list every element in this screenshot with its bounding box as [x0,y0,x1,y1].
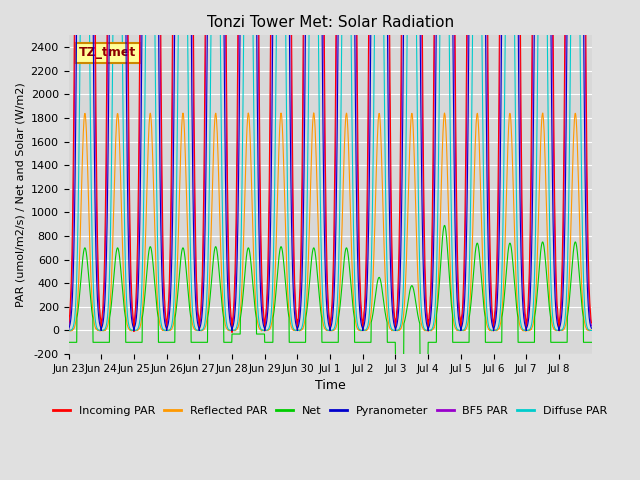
X-axis label: Time: Time [315,379,346,392]
Text: TZ_tmet: TZ_tmet [79,47,136,60]
Title: Tonzi Tower Met: Solar Radiation: Tonzi Tower Met: Solar Radiation [207,15,454,30]
Legend: Incoming PAR, Reflected PAR, Net, Pyranometer, BF5 PAR, Diffuse PAR: Incoming PAR, Reflected PAR, Net, Pyrano… [49,401,611,420]
Y-axis label: PAR (umol/m2/s) / Net and Solar (W/m2): PAR (umol/m2/s) / Net and Solar (W/m2) [15,83,25,307]
